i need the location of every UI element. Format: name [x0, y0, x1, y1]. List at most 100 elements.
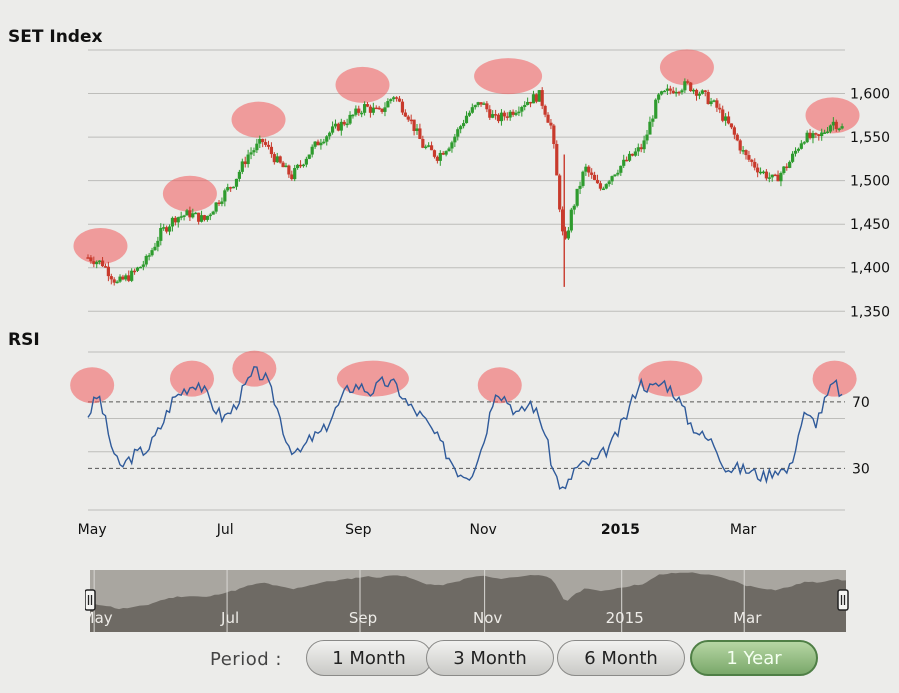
candle: [432, 149, 437, 159]
candle: [345, 118, 349, 128]
candle: [523, 101, 527, 111]
price-peak-highlight: [231, 101, 286, 138]
candle: [697, 91, 702, 100]
navigator-tick-label: 2015: [606, 609, 644, 627]
navigator-right-handle[interactable]: [837, 589, 849, 611]
price-y-tick-label: 1,450: [850, 217, 890, 233]
candle: [651, 115, 655, 127]
x-axis: May Jul Sep Nov 2015 Mar: [78, 522, 757, 538]
candle: [715, 98, 719, 112]
candle: [540, 87, 544, 110]
x-tick-label: Jul: [216, 522, 234, 538]
candle: [176, 216, 180, 228]
candle: [138, 266, 143, 269]
candle: [214, 202, 218, 214]
price-y-tick-label: 1,500: [850, 174, 890, 190]
rsi-y-tick-label: 30: [852, 461, 870, 477]
candle: [296, 163, 300, 170]
candle: [595, 174, 600, 184]
candle: [662, 90, 667, 93]
candle: [243, 156, 247, 168]
rsi-peak-highlight: [477, 367, 522, 404]
rsi-highlights: [70, 350, 857, 404]
navigator[interactable]: May Jul Sep Nov 2015 Mar: [85, 568, 851, 634]
candle: [397, 96, 402, 103]
candle: [735, 133, 739, 142]
candle: [89, 255, 93, 264]
candle: [188, 206, 192, 221]
candle: [680, 88, 684, 95]
candle: [223, 188, 227, 207]
navigator-tick-label: May: [85, 609, 113, 627]
candle: [517, 106, 521, 117]
navigator-left-handle[interactable]: [85, 589, 96, 611]
candle: [709, 97, 713, 107]
period-6-month-button[interactable]: 6 Month: [557, 640, 685, 676]
candle: [528, 101, 533, 108]
candle: [770, 174, 774, 182]
candle: [633, 148, 637, 157]
candle: [229, 186, 233, 192]
rsi-peak-highlight: [812, 360, 857, 397]
candle: [610, 175, 614, 185]
candle: [531, 90, 536, 104]
candle: [712, 99, 716, 103]
candle: [287, 164, 291, 178]
candle: [453, 133, 457, 148]
candle: [231, 186, 236, 189]
candle: [313, 141, 317, 149]
candle: [269, 142, 274, 158]
candle: [689, 81, 693, 92]
candle: [823, 129, 827, 134]
candle: [441, 151, 445, 156]
candle: [403, 109, 407, 118]
candle: [738, 138, 742, 154]
candle: [386, 98, 390, 108]
candle: [278, 155, 282, 164]
candle: [657, 92, 661, 104]
candle: [322, 138, 326, 145]
period-1-year-button[interactable]: 1 Year: [690, 640, 818, 676]
navigator-tick-label: Sep: [349, 609, 377, 627]
candle: [607, 179, 611, 187]
candle: [456, 127, 460, 141]
candle: [319, 138, 323, 150]
candle: [604, 183, 608, 190]
candle: [782, 166, 786, 175]
candle: [194, 211, 198, 215]
candle: [764, 169, 768, 181]
candle: [779, 171, 783, 187]
price-peak-highlight: [73, 227, 128, 264]
candle: [435, 155, 439, 164]
candle: [249, 147, 253, 160]
candle: [473, 104, 477, 110]
period-3-month-button[interactable]: 3 Month: [426, 640, 554, 676]
candle: [619, 165, 623, 176]
period-1-month-button[interactable]: 1 Month: [306, 640, 432, 676]
candle: [724, 113, 728, 126]
candle: [374, 105, 378, 110]
candle: [141, 260, 145, 271]
candle: [316, 139, 320, 146]
candle: [421, 135, 425, 149]
candle: [788, 160, 792, 169]
candle: [336, 122, 340, 132]
candle: [392, 96, 396, 102]
candle: [485, 101, 489, 113]
candle: [470, 103, 474, 114]
candle: [144, 254, 148, 267]
candle: [150, 247, 154, 257]
candle: [182, 214, 186, 221]
candle: [464, 111, 469, 124]
candle: [837, 127, 841, 132]
candle: [642, 135, 646, 153]
candle: [767, 172, 771, 183]
period-selector: Period : 1 Month 3 Month 6 Month 1 Year: [210, 640, 820, 678]
candle: [304, 156, 308, 168]
candle: [776, 170, 780, 182]
candle: [558, 173, 562, 213]
price-peak-highlight: [474, 58, 543, 95]
candle: [584, 163, 588, 176]
candle: [106, 261, 110, 282]
candle: [371, 102, 375, 116]
